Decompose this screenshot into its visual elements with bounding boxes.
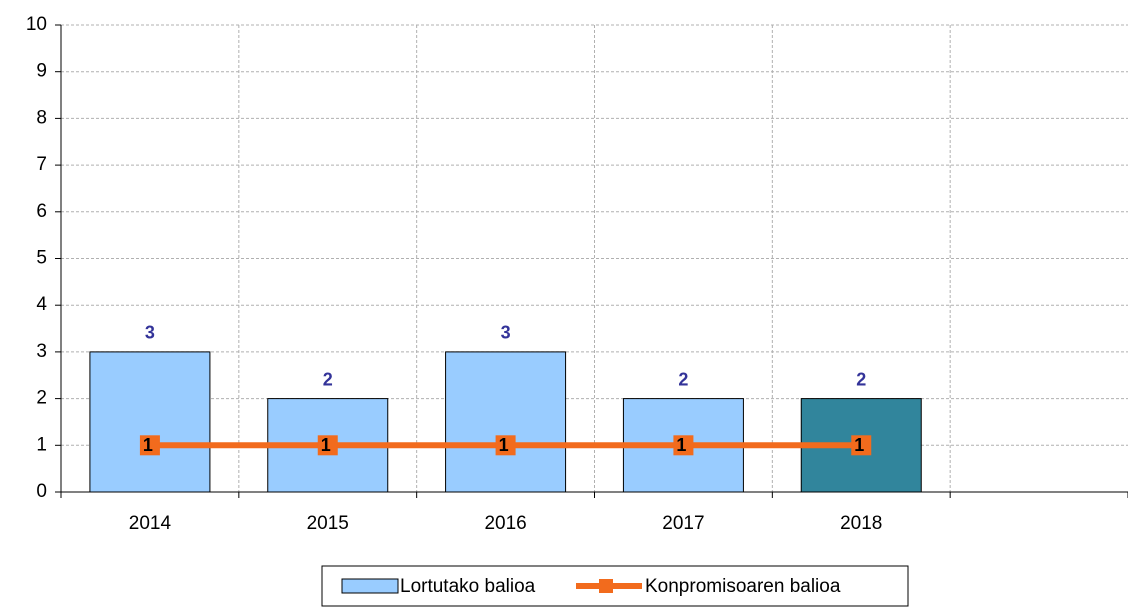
bar	[89, 351, 211, 493]
marker	[139, 435, 160, 456]
bar	[445, 351, 567, 493]
y-tick-label: 10	[26, 14, 47, 35]
y-tick-label: 1	[36, 434, 47, 455]
y-tick-label: 8	[36, 107, 47, 128]
x-tick-label: 2016	[484, 513, 526, 534]
y-tick-label: 3	[36, 341, 47, 362]
marker	[317, 435, 338, 456]
legend-label: Lortutako balioa	[400, 576, 536, 597]
legend-label: Konpromisoaren balioa	[645, 576, 841, 597]
bar-label: 2	[678, 369, 688, 389]
y-tick-label: 0	[36, 481, 47, 502]
y-tick-label: 6	[36, 201, 47, 222]
legend-swatch	[341, 578, 399, 594]
x-tick-label: 2017	[662, 513, 704, 534]
marker-label: 1	[143, 435, 153, 455]
marker	[851, 435, 872, 456]
x-tick-label: 2014	[129, 513, 172, 534]
marker-label: 1	[499, 435, 509, 455]
bar-label: 3	[501, 323, 511, 343]
y-tick-label: 7	[36, 154, 47, 175]
marker-label: 1	[676, 435, 686, 455]
y-tick-label: 4	[36, 294, 47, 315]
marker-label: 1	[321, 435, 331, 455]
x-tick-label: 2018	[840, 513, 882, 534]
y-tick-label: 2	[36, 388, 47, 409]
bar-label: 2	[856, 369, 866, 389]
marker-label: 1	[854, 435, 864, 455]
x-tick-label: 2015	[307, 513, 349, 534]
bar-label: 3	[145, 323, 155, 343]
y-tick-label: 9	[36, 61, 47, 82]
legend-marker	[599, 579, 613, 593]
marker	[495, 435, 516, 456]
marker	[673, 435, 694, 456]
bar-label: 2	[323, 369, 333, 389]
y-tick-label: 5	[36, 248, 47, 269]
